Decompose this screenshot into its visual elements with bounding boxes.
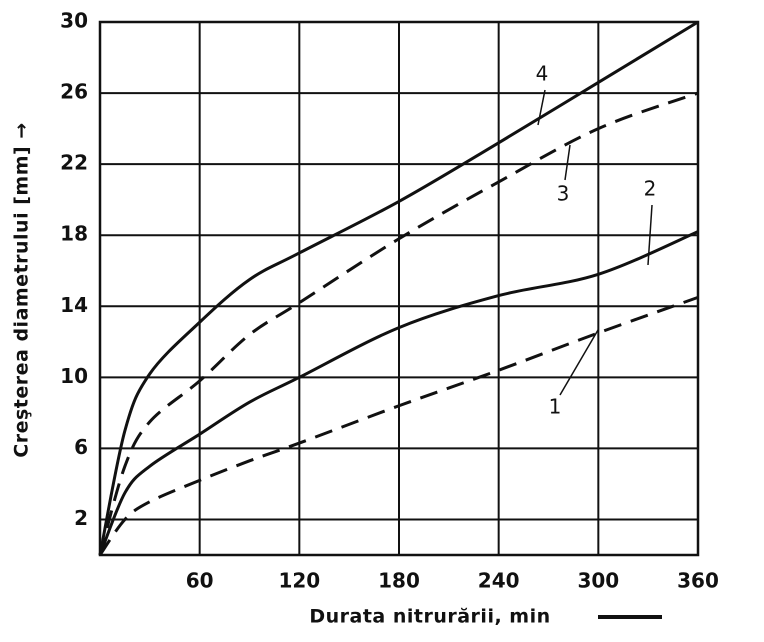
leader-line (537, 89, 546, 126)
y-tick-label: 30 (60, 9, 88, 33)
x-tick-label: 360 (677, 569, 719, 593)
y-tick-label: 26 (60, 80, 88, 104)
series-line (98, 230, 699, 556)
y-tick-label: 18 (60, 222, 88, 246)
curve-label: 1 (549, 395, 562, 419)
y-tick-label: 14 (60, 293, 88, 317)
curve-label: 3 (557, 182, 570, 206)
y-tick-label: 10 (60, 364, 88, 388)
leader-line (559, 329, 599, 396)
x-tick-label: 180 (378, 569, 420, 593)
x-tick-label: 120 (278, 569, 320, 593)
x-tick-label: 300 (577, 569, 619, 593)
x-tick-label: 60 (186, 569, 214, 593)
leader-line (647, 204, 653, 266)
y-axis-title: Creşterea diametrului [mm] → (11, 122, 33, 457)
series-line (98, 295, 699, 556)
y-tick-label: 6 (74, 435, 88, 459)
y-tick-label: 2 (74, 506, 88, 530)
series-line (98, 20, 699, 556)
y-tick-label: 22 (60, 151, 88, 175)
x-axis-title: Durata nitrurării, min (309, 606, 550, 628)
leader-line (564, 144, 571, 181)
x-tick-label: 240 (478, 569, 520, 593)
curve-label: 4 (536, 62, 549, 86)
series-line (98, 91, 699, 556)
curve-label: 2 (644, 177, 657, 201)
